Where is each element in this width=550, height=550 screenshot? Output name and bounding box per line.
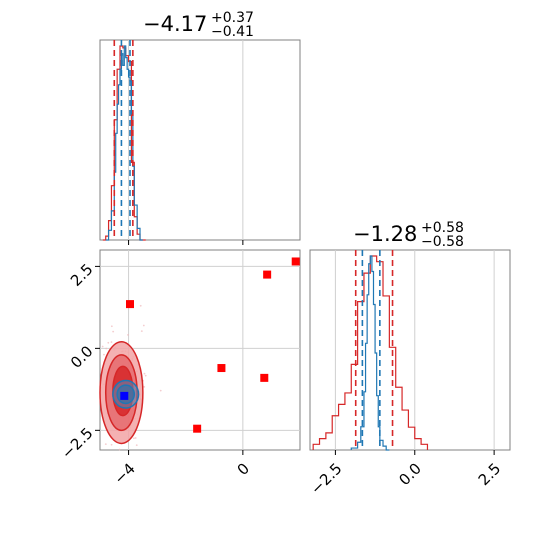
joint-y-tick-label: −2.5 <box>58 424 96 462</box>
joint-panel-markers <box>120 257 300 433</box>
hist-2-tick-label: −2.5 <box>307 460 345 498</box>
joint-red-marker <box>263 270 272 279</box>
joint-y-tick-label: 0.0 <box>67 342 97 372</box>
joint-scatter-point <box>142 324 145 327</box>
joint-scatter-point <box>134 437 137 439</box>
hist-panel-1-quantile-lines <box>113 40 134 240</box>
joint-panel-ticks: −4 0 2.5 0.0 −2.5 <box>58 260 253 488</box>
joint-scatter-point <box>110 341 113 343</box>
joint-scatter-point <box>143 372 146 375</box>
hist-2-red-histogram <box>312 255 429 450</box>
joint-scatter-point <box>139 304 142 307</box>
hist-panel-1-bars <box>102 45 146 241</box>
hist-panel-2-bars <box>312 255 429 451</box>
joint-scatter-point <box>127 334 129 336</box>
joint-scatter-point <box>103 353 105 356</box>
hist-2-tick-label: 0.0 <box>395 460 425 490</box>
hist-1-blue-histogram <box>105 45 143 241</box>
hist-panel-2: −2.5 0.0 2.5 −1.28 +0.58 −0.58 <box>307 220 511 498</box>
joint-scatter-point <box>143 385 146 388</box>
joint-scatter-point <box>105 347 108 350</box>
joint-scatter-point <box>101 345 104 348</box>
joint-scatter-point <box>159 389 162 392</box>
joint-scatter-point <box>135 444 138 447</box>
joint-red-marker <box>291 257 300 266</box>
hist-2-blue-histogram <box>350 255 390 451</box>
hist-panel-1-ticks <box>128 240 244 245</box>
joint-x-tick-label: −4 <box>110 460 138 488</box>
joint-panel: −4 0 2.5 0.0 −2.5 <box>58 249 301 488</box>
hist-panel-1-frame <box>99 39 301 241</box>
joint-scatter-point <box>144 374 147 377</box>
hist-panel-1-grid <box>128 40 244 240</box>
hist-panel-1: −4.17 +0.37 −0.41 <box>99 10 301 245</box>
hist-panel-1-title-value: −4.17 <box>143 12 207 36</box>
joint-scatter-point <box>110 443 113 446</box>
joint-scatter-point <box>133 437 135 440</box>
hist-1-red-histogram <box>102 45 146 241</box>
hist-panel-2-title-minus: −0.58 <box>421 234 464 250</box>
joint-panel-frame <box>99 249 301 451</box>
joint-scatter-point <box>112 330 115 333</box>
joint-red-marker <box>217 364 226 373</box>
joint-red-marker <box>260 373 269 382</box>
joint-blue-marker <box>120 391 129 400</box>
joint-x-tick-label: 0 <box>234 460 253 479</box>
joint-red-marker <box>126 300 134 309</box>
joint-scatter-point <box>107 341 110 344</box>
joint-y-tick-label: 2.5 <box>67 260 97 290</box>
hist-panel-2-quantile-lines <box>354 250 394 450</box>
joint-red-marker <box>193 424 202 433</box>
joint-scatter-point <box>104 443 107 445</box>
joint-scatter-point <box>110 325 113 328</box>
hist-panel-2-ticks: −2.5 0.0 2.5 <box>307 450 504 498</box>
hist-panel-2-grid <box>334 250 495 450</box>
hist-panel-2-title-value: −1.28 <box>353 222 417 246</box>
hist-panel-1-title-plus: +0.37 <box>211 10 254 26</box>
hist-panel-2-title-plus: +0.58 <box>421 220 464 236</box>
hist-panel-2-frame <box>309 249 511 451</box>
hist-2-tick-label: 2.5 <box>475 460 505 490</box>
hist-panel-1-title-minus: −0.41 <box>211 24 254 40</box>
joint-scatter-point <box>118 448 121 451</box>
joint-scatter-point <box>140 330 143 333</box>
